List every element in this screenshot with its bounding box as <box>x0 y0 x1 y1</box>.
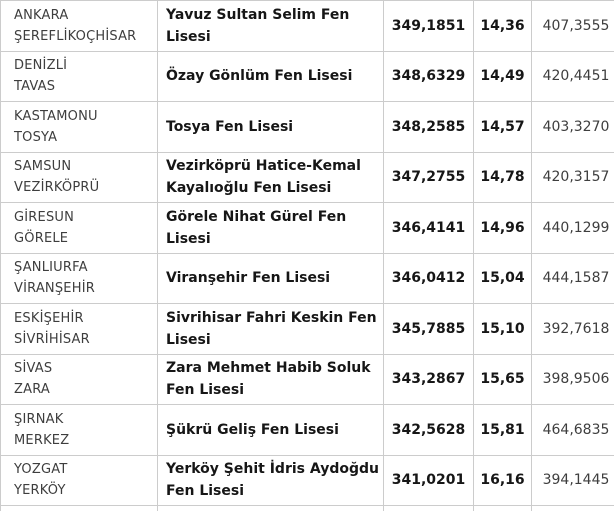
school-name-cell: Sivrihisar Fahri Keskin Fen Lisesi <box>157 303 384 355</box>
score-cell: 345,7885 <box>383 303 474 355</box>
location-cell: SAMSUN VEZİRKÖPRÜ <box>0 151 158 203</box>
location-cell: ESKİŞEHİR SİVRİHİSAR <box>0 303 158 355</box>
province-text: SİVAS <box>14 361 53 377</box>
table-row: ŞIRNAK MERKEZ Şükrü Geliş Fen Lisesi 342,56… <box>0 404 614 456</box>
table-row: ANKARA ŞEREFLİKOÇHİSAR Yavuz Sultan Selim … <box>0 0 614 52</box>
table-row: ESKİŞEHİR SİVRİHİSAR Sivrihisar Fahri Kesk… <box>0 303 614 355</box>
coefficient-cell: 14,49 <box>473 50 532 102</box>
province-text: SAMSUN <box>14 159 72 175</box>
coefficient-cell: 15,65 <box>473 353 532 405</box>
school-name-cell: Şükrü Geliş Fen Lisesi <box>157 404 384 456</box>
score-cell: 349,1851 <box>383 0 474 52</box>
secondary-score-cell: 444,1587 <box>531 252 614 304</box>
province-text: ŞIRNAK <box>14 411 64 427</box>
secondary-score-cell: 440,1299 <box>531 202 614 254</box>
province-text: KASTAMONU <box>14 108 98 124</box>
empty-cell <box>531 505 614 511</box>
table-row: SİVAS ZARA Zara Mehmet Habib Soluk Fen Lis… <box>0 353 614 405</box>
coefficient-cell: 15,10 <box>473 303 532 355</box>
province-text: YOZGAT <box>14 462 68 478</box>
secondary-score-cell: 394,1445 <box>531 454 614 506</box>
location-cell: GİRESUN GÖRELE <box>0 202 158 254</box>
table-row: GİRESUN GÖRELE Görele Nihat Gürel Fen Lise… <box>0 202 614 254</box>
score-cell: 347,2755 <box>383 151 474 203</box>
empty-cell <box>0 505 158 511</box>
district-text: ZARA <box>14 382 50 398</box>
score-cell: 342,5628 <box>383 404 474 456</box>
table-row: SAMSUN VEZİRKÖPRÜ Vezirköprü Hatice-Kemal … <box>0 151 614 203</box>
school-name-cell: Görele Nihat Gürel Fen Lisesi <box>157 202 384 254</box>
coefficient-cell: 16,16 <box>473 454 532 506</box>
school-name-cell: Viranşehir Fen Lisesi <box>157 252 384 304</box>
province-text: GİRESUN <box>14 209 75 225</box>
empty-cell <box>383 505 474 511</box>
district-text: VİRANŞEHİR <box>14 281 95 297</box>
empty-cell <box>473 505 532 511</box>
table-row-partial <box>0 505 614 511</box>
school-name-cell: Zara Mehmet Habib Soluk Fen Lisesi <box>157 353 384 405</box>
school-name-cell: Vezirköprü Hatice-Kemal Kayalıoğlu Fen L… <box>157 151 384 203</box>
table-row: DENİZLİ TAVAS Özay Gönlüm Fen Lisesi 348,63… <box>0 50 614 102</box>
coefficient-cell: 15,81 <box>473 404 532 456</box>
district-text: MERKEZ <box>14 432 70 448</box>
table-row: KASTAMONU TOSYA Tosya Fen Lisesi 348,2585 14… <box>0 101 614 153</box>
school-name-cell: Yerköy Şehit İdris Aydoğdu Fen Lisesi <box>157 454 384 506</box>
district-text: TOSYA <box>14 129 58 145</box>
coefficient-cell: 15,04 <box>473 252 532 304</box>
district-text: ŞEREFLİKOÇHİSAR <box>14 28 137 44</box>
coefficient-cell: 14,36 <box>473 0 532 52</box>
district-text: YERKÖY <box>14 483 66 499</box>
district-text: SİVRİHİSAR <box>14 331 90 347</box>
secondary-score-cell: 407,3555 <box>531 0 614 52</box>
score-cell: 348,6329 <box>383 50 474 102</box>
province-text: ŞANLIURFA <box>14 260 88 276</box>
school-name-cell: Yavuz Sultan Selim Fen Lisesi <box>157 0 384 52</box>
secondary-score-cell: 403,3270 <box>531 101 614 153</box>
district-text: GÖRELE <box>14 230 69 246</box>
empty-cell <box>157 505 384 511</box>
coefficient-cell: 14,96 <box>473 202 532 254</box>
score-cell: 348,2585 <box>383 101 474 153</box>
location-cell: KASTAMONU TOSYA <box>0 101 158 153</box>
secondary-score-cell: 420,4451 <box>531 50 614 102</box>
district-text: TAVAS <box>14 79 56 95</box>
secondary-score-cell: 464,6835 <box>531 404 614 456</box>
location-cell: DENİZLİ TAVAS <box>0 50 158 102</box>
school-name-cell: Tosya Fen Lisesi <box>157 101 384 153</box>
score-cell: 343,2867 <box>383 353 474 405</box>
location-cell: SİVAS ZARA <box>0 353 158 405</box>
location-cell: ŞIRNAK MERKEZ <box>0 404 158 456</box>
secondary-score-cell: 398,9506 <box>531 353 614 405</box>
secondary-score-cell: 392,7618 <box>531 303 614 355</box>
location-cell: ŞANLIURFA VİRANŞEHİR <box>0 252 158 304</box>
school-name-cell: Özay Gönlüm Fen Lisesi <box>157 50 384 102</box>
province-text: ANKARA <box>14 7 69 23</box>
coefficient-cell: 14,78 <box>473 151 532 203</box>
coefficient-cell: 14,57 <box>473 101 532 153</box>
district-text: VEZİRKÖPRÜ <box>14 180 100 196</box>
score-cell: 346,4141 <box>383 202 474 254</box>
table-row: YOZGAT YERKÖY Yerköy Şehit İdris Aydoğdu F… <box>0 454 614 506</box>
province-text: DENİZLİ <box>14 58 68 74</box>
location-cell: YOZGAT YERKÖY <box>0 454 158 506</box>
province-text: ESKİŞEHİR <box>14 310 84 326</box>
location-cell: ANKARA ŞEREFLİKOÇHİSAR <box>0 0 158 52</box>
score-cell: 346,0412 <box>383 252 474 304</box>
secondary-score-cell: 420,3157 <box>531 151 614 203</box>
score-cell: 341,0201 <box>383 454 474 506</box>
table-row: ŞANLIURFA VİRANŞEHİR Viranşehir Fen Lisesi… <box>0 252 614 304</box>
